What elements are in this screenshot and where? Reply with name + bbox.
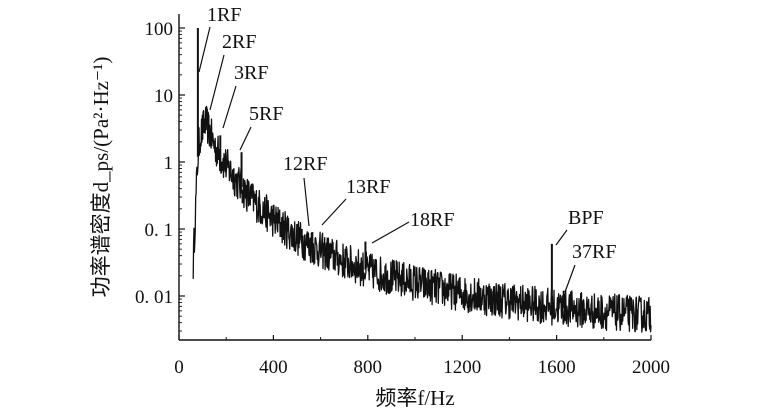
x-tick-label: 1200 — [443, 357, 481, 378]
peak-label: 2RF — [222, 31, 256, 53]
y-tick-label: 0. 1 — [145, 220, 174, 241]
peak-leader-line — [209, 54, 225, 111]
peak-label: 1RF — [207, 4, 241, 26]
peak-leader-line — [303, 177, 310, 227]
y-tick-label: 100 — [145, 19, 174, 40]
peak-leader-line — [564, 264, 576, 293]
peak-leader-line — [321, 198, 347, 226]
peak-annotations: 1RF 2RF 3RF 5RF 12RF 13RF 18RF BPF 37RF — [198, 4, 616, 293]
x-axis-title: 频率f/Hz — [375, 386, 454, 410]
peak-label: 12RF — [283, 153, 327, 175]
peak-leader-line — [239, 126, 252, 151]
peak-label: 18RF — [410, 209, 454, 231]
peak-leader-line — [198, 26, 211, 73]
y-tick-label: 1 — [164, 153, 174, 174]
x-tick-label: 2000 — [632, 357, 670, 378]
axes: 0 400 800 1200 1600 2000 0. 01 0. 1 1 10 100 — [135, 14, 670, 378]
y-tick-label: 0. 01 — [135, 287, 173, 308]
peak-leader-line — [555, 229, 568, 246]
x-tick-label: 1600 — [538, 357, 576, 378]
x-tick-label: 800 — [354, 357, 383, 378]
y-axis-title: 功率谱密度d_ps/(Pa²·Hz⁻¹) — [89, 57, 113, 298]
peak-label: 5RF — [249, 103, 283, 125]
peak-leader-line — [371, 221, 410, 244]
peak-label: 13RF — [346, 176, 390, 198]
plot-area — [192, 28, 652, 333]
x-tick-label: 0 — [174, 357, 184, 378]
y-tick-label: 10 — [154, 86, 173, 107]
peak-label: 3RF — [234, 62, 268, 84]
psd-series-line — [192, 105, 652, 333]
x-tick-label: 400 — [259, 357, 288, 378]
peak-label: 37RF — [572, 241, 616, 263]
peak-label: BPF — [568, 207, 604, 229]
peak-leader-line — [222, 85, 237, 129]
